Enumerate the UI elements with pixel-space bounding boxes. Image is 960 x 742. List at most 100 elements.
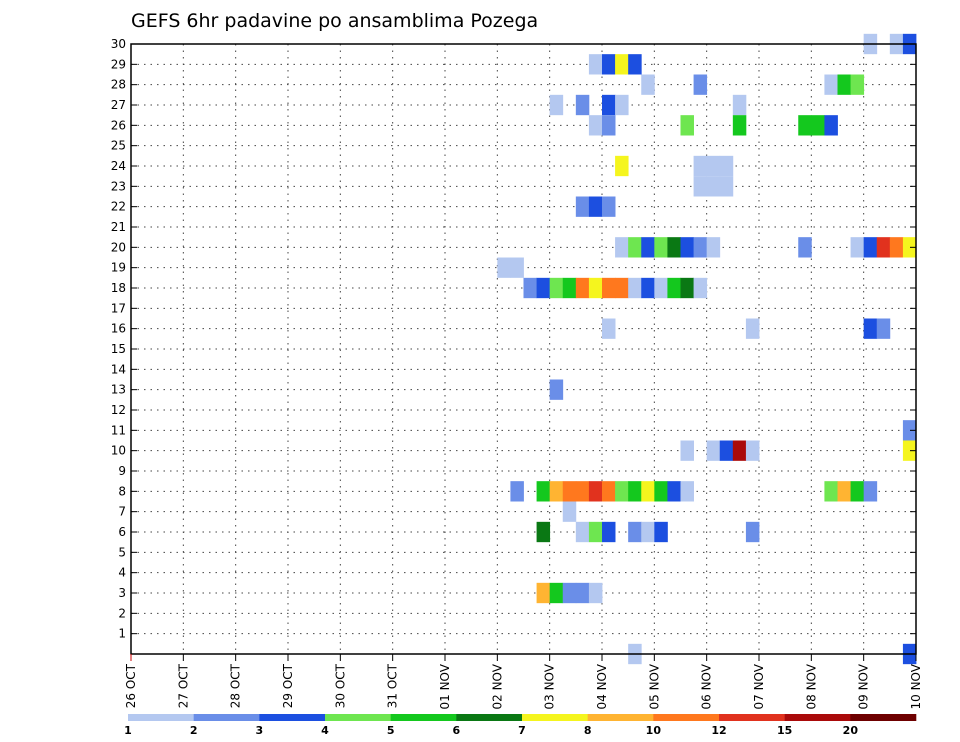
y-tick-label: 13	[111, 383, 126, 397]
heatmap-cell	[641, 277, 655, 299]
heatmap-cell	[732, 94, 747, 116]
heatmap-cell	[745, 521, 760, 543]
y-tick-label: 24	[111, 159, 126, 173]
heatmap-cell	[602, 277, 616, 299]
y-tick-label: 2	[118, 606, 126, 620]
heatmap-cell	[641, 521, 655, 543]
x-tick-label: 09 NOV	[857, 663, 871, 709]
heatmap-cell	[863, 318, 878, 339]
colorbar-segment	[128, 714, 194, 721]
y-tick-label: 15	[111, 342, 126, 356]
heatmap-cell	[602, 318, 616, 339]
colorbar-label: 4	[321, 724, 329, 737]
x-axis: 26 OCT 27 OCT 28 OCT 29 OCT 30 OCT 31 OCT 01 N…	[124, 654, 923, 710]
heatmap-cell	[588, 277, 603, 299]
colorbar-label: 10	[646, 724, 662, 737]
heatmap-cell	[863, 237, 878, 258]
heatmap-cell	[654, 277, 668, 299]
heatmap-cell	[575, 277, 590, 299]
x-tick-label: 27 OCT	[176, 663, 190, 708]
heatmap-cell	[628, 237, 642, 258]
x-tick-label: 30 OCT	[333, 663, 347, 708]
colorbar-segment	[193, 714, 260, 721]
x-tick-label: 26 OCT	[124, 663, 138, 708]
y-tick-label: 5	[118, 545, 126, 559]
y-tick-label: 1	[118, 627, 126, 641]
colorbar-segment	[653, 714, 720, 721]
heatmap-cell	[602, 115, 616, 136]
colorbar-segment	[456, 714, 523, 721]
colorbar-label: 6	[453, 724, 461, 737]
heatmap-cell	[837, 481, 851, 502]
heatmap-cell	[706, 155, 721, 177]
heatmap-cell	[719, 155, 734, 177]
heatmap-cell	[732, 440, 747, 461]
heatmap-cell	[902, 440, 917, 461]
heatmap-cell	[693, 155, 708, 177]
y-tick-label: 16	[111, 322, 126, 336]
colorbar-segment	[784, 714, 851, 721]
x-tick-label: 07 NOV	[752, 663, 766, 709]
heatmap-cell	[654, 237, 668, 258]
heatmap-cell	[719, 176, 734, 197]
heatmap-cell	[811, 115, 825, 136]
heatmap-cell	[863, 481, 878, 502]
heatmap-cell	[850, 237, 865, 258]
heatmap-cell	[628, 54, 642, 75]
colorbar-segment	[587, 714, 654, 721]
y-tick-label: 7	[118, 505, 126, 519]
x-tick-label: 28 OCT	[229, 663, 243, 708]
heatmap-cell	[706, 176, 721, 197]
heatmap-cell	[706, 237, 721, 258]
heatmap-cell	[510, 481, 524, 502]
heatmap-cell	[641, 74, 655, 95]
y-tick-label: 28	[111, 78, 126, 92]
heatmap-cell	[588, 115, 603, 136]
x-tick-label: 06 NOV	[700, 663, 714, 709]
heatmap-cell	[667, 237, 681, 258]
heatmap-cell	[615, 94, 629, 116]
y-tick-label: 11	[111, 423, 126, 437]
y-tick-label: 19	[111, 261, 126, 275]
x-tick-label: 10 NOV	[909, 663, 923, 709]
colorbar-segment	[850, 714, 917, 721]
heatmap-cell	[798, 115, 812, 136]
heatmap-cell	[562, 501, 577, 522]
heatmap-cell	[562, 582, 577, 604]
y-tick-label: 9	[118, 464, 126, 478]
heatmap-cell	[680, 277, 694, 299]
heatmap-cell	[536, 481, 551, 502]
heatmap-cell	[549, 582, 564, 604]
heatmap-cell	[850, 74, 865, 95]
heatmap-cell	[615, 237, 629, 258]
colorbar-label: 1	[124, 724, 132, 737]
heatmap-cell	[654, 481, 668, 502]
colorbar-label: 8	[584, 724, 592, 737]
colorbar-label: 2	[190, 724, 198, 737]
heatmap-cell	[523, 277, 537, 299]
heatmap-cell	[575, 196, 590, 217]
heatmap-cell	[536, 277, 551, 299]
heatmap-cell	[602, 94, 616, 116]
heatmap-cell	[706, 440, 721, 461]
y-tick-label: 18	[111, 281, 126, 295]
heatmap-cell	[680, 237, 694, 258]
heatmap-cell	[575, 582, 590, 604]
heatmap-cell	[680, 440, 694, 461]
heatmap-cell	[902, 420, 917, 441]
chart-title: GEFS 6hr padavine po ansamblima Pozega	[131, 10, 538, 32]
y-tick-label: 29	[111, 57, 126, 71]
heatmap-cell	[588, 196, 603, 217]
colorbar-segment	[522, 714, 588, 721]
heatmap-cell	[562, 277, 577, 299]
x-tick-label: 31 OCT	[386, 663, 400, 708]
grid	[131, 44, 916, 654]
x-tick-label: 02 NOV	[490, 663, 504, 709]
heatmap-cell	[889, 237, 904, 258]
heatmap-cell	[693, 74, 708, 95]
heatmap-cell	[510, 257, 524, 278]
heatmap-cell	[588, 54, 603, 75]
heatmap-cell	[602, 481, 616, 502]
heatmap-cell	[628, 481, 642, 502]
